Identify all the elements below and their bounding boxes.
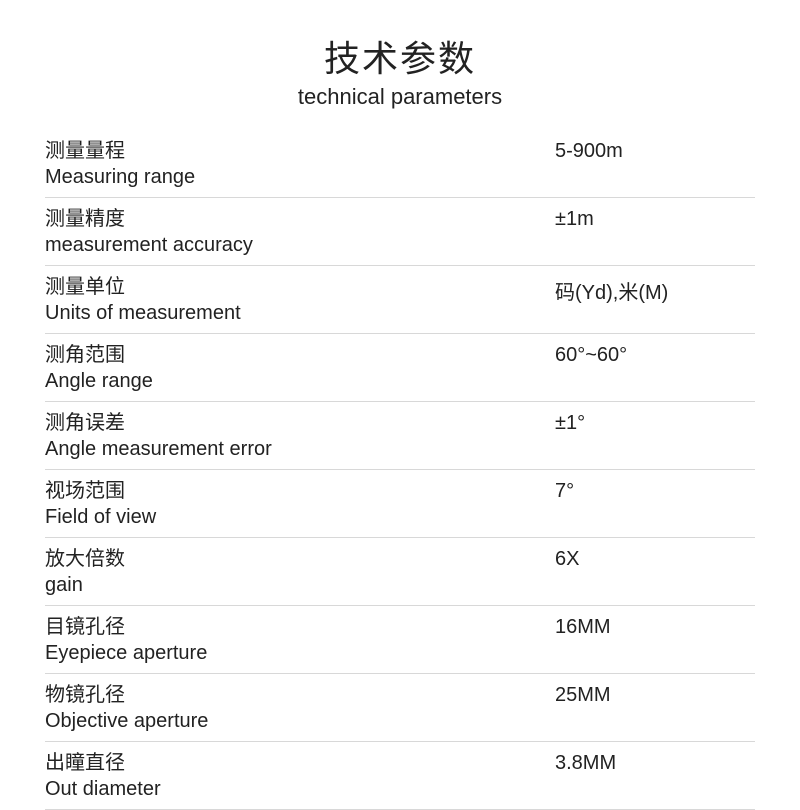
spec-value: 60°~60° bbox=[555, 342, 755, 367]
title-chinese: 技术参数 bbox=[45, 30, 755, 82]
spec-value: 16MM bbox=[555, 614, 755, 639]
spec-label-english: Measuring range bbox=[45, 164, 555, 190]
spec-value: ±1m bbox=[555, 206, 755, 231]
spec-label-chinese: 出瞳直径 bbox=[45, 750, 555, 776]
spec-value: 7° bbox=[555, 478, 755, 503]
header: 技术参数 technical parameters bbox=[45, 30, 755, 110]
spec-row: 测量量程 Measuring range 5-900m bbox=[45, 130, 755, 198]
spec-row: 测角范围 Angle range 60°~60° bbox=[45, 334, 755, 402]
spec-label-english: Angle range bbox=[45, 368, 555, 394]
spec-label-english: gain bbox=[45, 572, 555, 598]
spec-row: 目镜孔径 Eyepiece aperture 16MM bbox=[45, 606, 755, 674]
spec-label-english: Units of measurement bbox=[45, 300, 555, 326]
specifications-table: 测量量程 Measuring range 5-900m 测量精度 measure… bbox=[45, 130, 755, 810]
spec-label-chinese: 测量单位 bbox=[45, 274, 555, 300]
spec-label-english: Field of view bbox=[45, 504, 555, 530]
spec-label: 视场范围 Field of view bbox=[45, 478, 555, 530]
spec-row: 放大倍数 gain 6X bbox=[45, 538, 755, 606]
spec-label-chinese: 物镜孔径 bbox=[45, 682, 555, 708]
spec-label-chinese: 视场范围 bbox=[45, 478, 555, 504]
spec-row: 视场范围 Field of view 7° bbox=[45, 470, 755, 538]
spec-row: 测角误差 Angle measurement error ±1° bbox=[45, 402, 755, 470]
spec-label-chinese: 测量精度 bbox=[45, 206, 555, 232]
spec-value: 3.8MM bbox=[555, 750, 755, 775]
spec-label: 测量单位 Units of measurement bbox=[45, 274, 555, 326]
spec-label: 目镜孔径 Eyepiece aperture bbox=[45, 614, 555, 666]
spec-label: 测角范围 Angle range bbox=[45, 342, 555, 394]
spec-label-english: Objective aperture bbox=[45, 708, 555, 734]
spec-label-chinese: 放大倍数 bbox=[45, 546, 555, 572]
spec-label-chinese: 测角误差 bbox=[45, 410, 555, 436]
spec-label: 测角误差 Angle measurement error bbox=[45, 410, 555, 462]
spec-label-english: Angle measurement error bbox=[45, 436, 555, 462]
spec-value: 6X bbox=[555, 546, 755, 571]
spec-label-english: measurement accuracy bbox=[45, 232, 555, 258]
spec-label: 放大倍数 gain bbox=[45, 546, 555, 598]
spec-label: 测量精度 measurement accuracy bbox=[45, 206, 555, 258]
spec-value: 码(Yd),米(M) bbox=[555, 274, 755, 305]
spec-label-english: Eyepiece aperture bbox=[45, 640, 555, 666]
spec-label-chinese: 目镜孔径 bbox=[45, 614, 555, 640]
spec-label: 出瞳直径 Out diameter bbox=[45, 750, 555, 802]
spec-value: 5-900m bbox=[555, 138, 755, 163]
spec-value: 25MM bbox=[555, 682, 755, 707]
spec-row: 测量精度 measurement accuracy ±1m bbox=[45, 198, 755, 266]
spec-row: 物镜孔径 Objective aperture 25MM bbox=[45, 674, 755, 742]
spec-row: 测量单位 Units of measurement 码(Yd),米(M) bbox=[45, 266, 755, 334]
spec-label: 物镜孔径 Objective aperture bbox=[45, 682, 555, 734]
spec-label-english: Out diameter bbox=[45, 776, 555, 802]
title-english: technical parameters bbox=[45, 84, 755, 110]
spec-value: ±1° bbox=[555, 410, 755, 435]
spec-label: 测量量程 Measuring range bbox=[45, 138, 555, 190]
spec-label-chinese: 测角范围 bbox=[45, 342, 555, 368]
spec-label-chinese: 测量量程 bbox=[45, 138, 555, 164]
